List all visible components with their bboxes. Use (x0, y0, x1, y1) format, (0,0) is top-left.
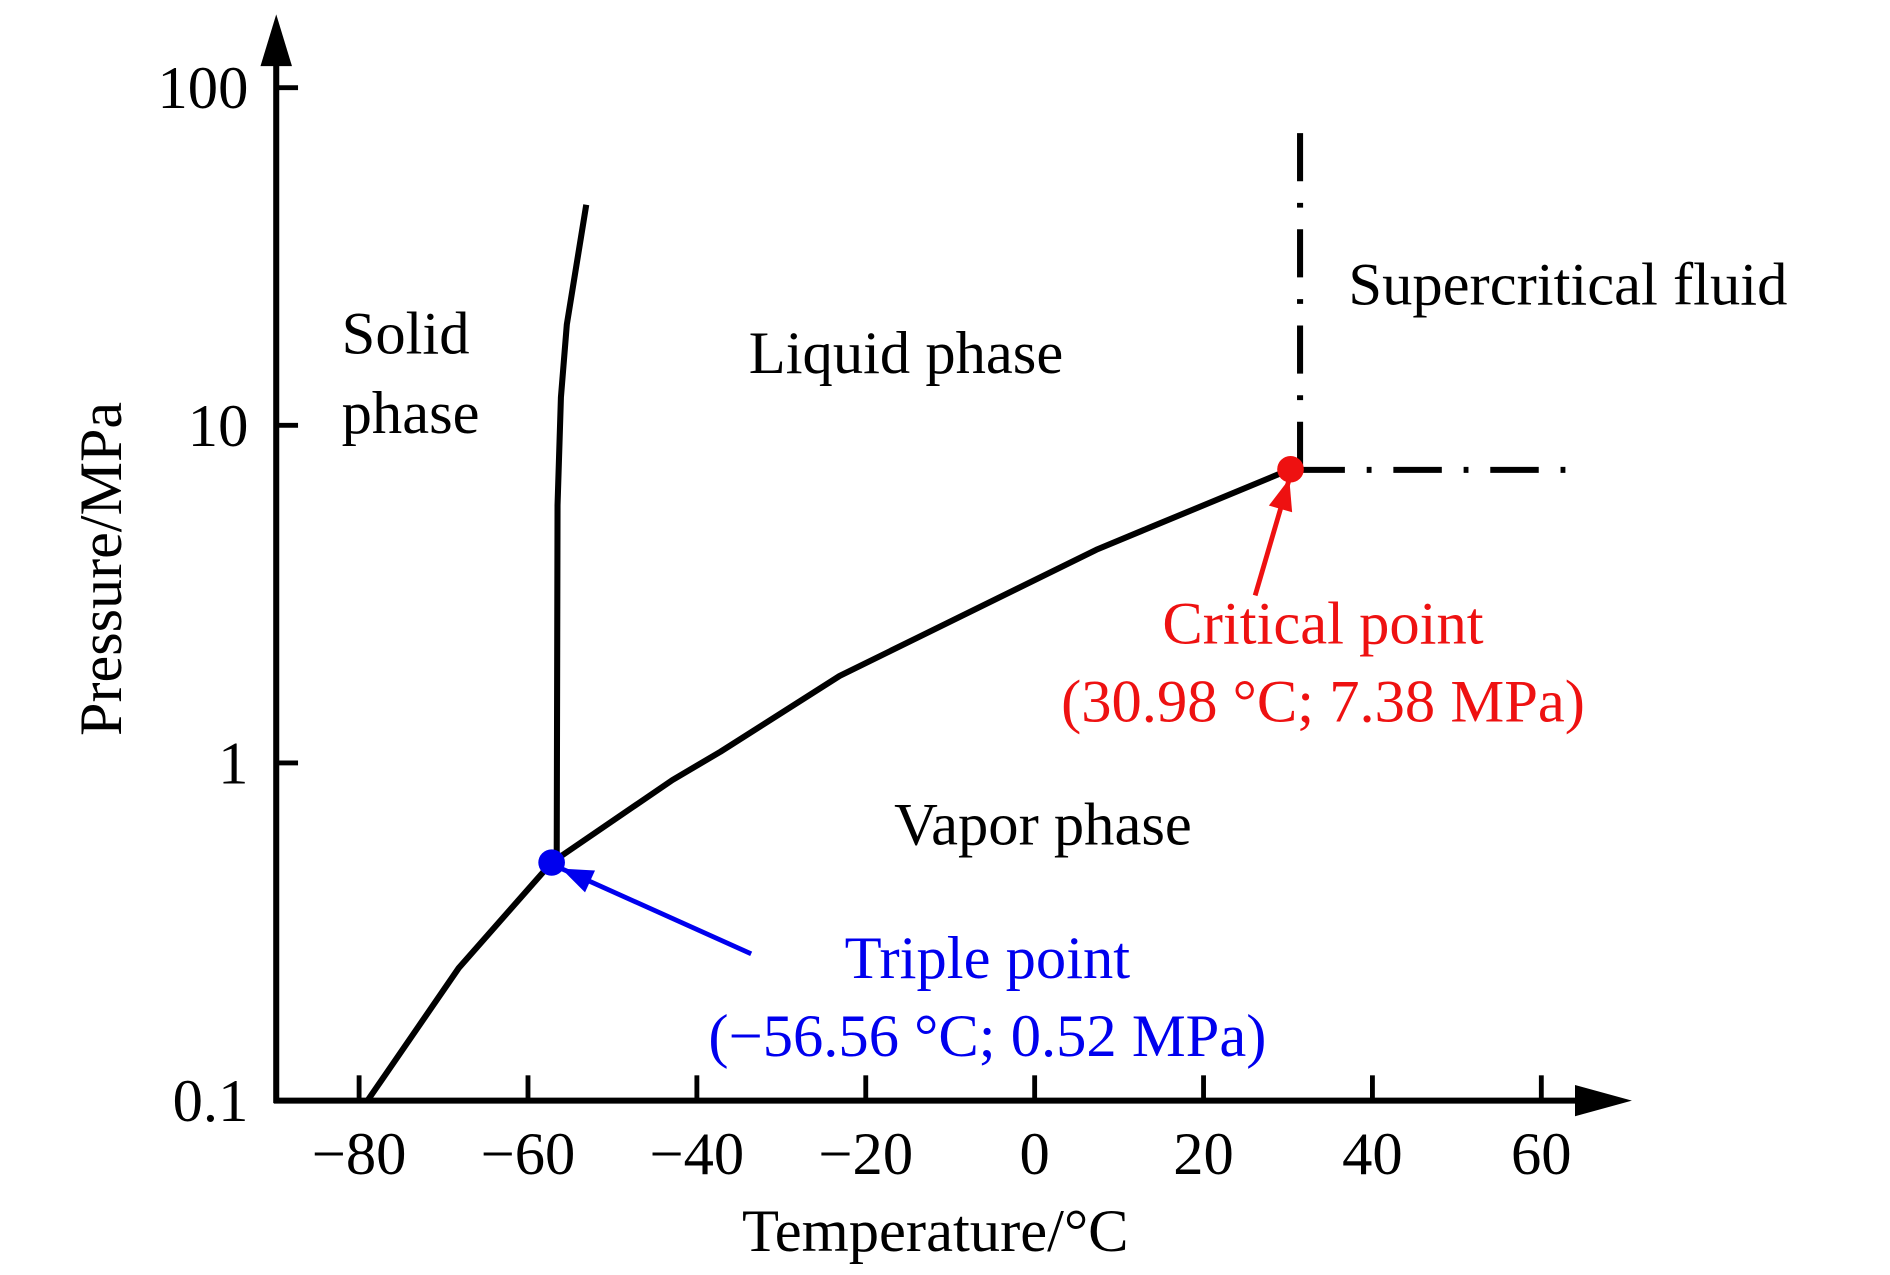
y-tick-label: 1 (218, 731, 248, 798)
y-tick-label: 100 (158, 55, 249, 122)
x-tick-label: −40 (650, 1121, 745, 1188)
x-tick-label: −60 (481, 1121, 576, 1188)
vaporization-curve (549, 466, 1292, 866)
x-axis-arrow-icon (1575, 1084, 1632, 1117)
sublimation-curve (365, 860, 554, 1103)
triple-point-arrow-head-icon (561, 868, 596, 893)
critical-point-values: (30.98 °C; 7.38 MPa) (1061, 669, 1585, 736)
critical-point-arrow-head-icon (1268, 478, 1293, 513)
x-tick-label: 40 (1342, 1121, 1403, 1188)
x-tick-label: 0 (1020, 1121, 1050, 1188)
region-label-solid-2: phase (342, 380, 480, 447)
critical-point-marker (1277, 456, 1304, 483)
critical-point-label: Critical point (1162, 591, 1483, 658)
x-tick-label: 60 (1511, 1121, 1572, 1188)
triple-point-marker (538, 849, 565, 876)
x-axis-label: Temperature/°C (742, 1198, 1129, 1265)
x-tick-label: −20 (818, 1121, 913, 1188)
melting-curve (553, 204, 590, 863)
y-axis-label: Pressure/MPa (68, 402, 135, 736)
triple-point-values: (−56.56 °C; 0.52 MPa) (708, 1003, 1266, 1070)
x-tick-label: 20 (1173, 1121, 1234, 1188)
y-axis-arrow-icon (260, 14, 292, 67)
region-label-vapor: Vapor phase (894, 792, 1192, 859)
triple-point-arrow (560, 866, 753, 957)
x-tick-label: −80 (312, 1121, 407, 1188)
region-label-supercritical: Supercritical fluid (1348, 252, 1787, 319)
y-tick-label: 10 (188, 393, 249, 460)
region-label-liquid: Liquid phase (749, 320, 1064, 387)
y-tick-label: 0.1 (173, 1068, 249, 1135)
region-label-solid-1: Solid (342, 301, 470, 368)
triple-point-label: Triple point (845, 925, 1131, 992)
